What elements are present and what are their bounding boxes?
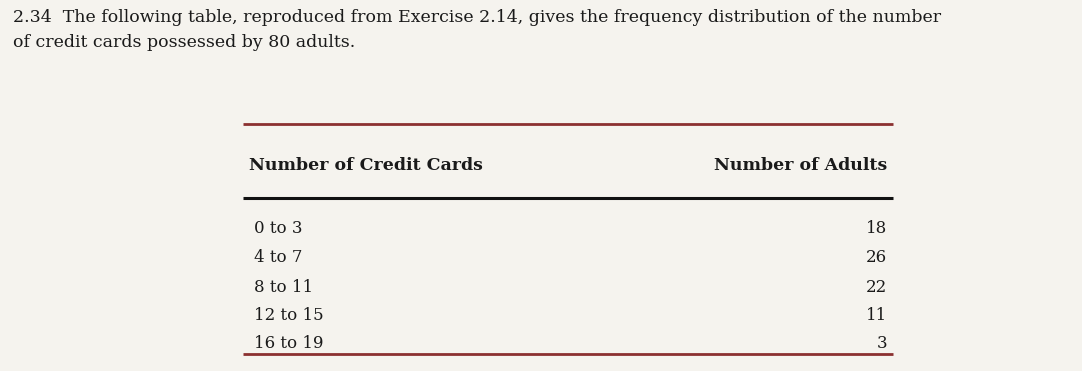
Text: 3: 3 — [876, 335, 887, 352]
Text: 12 to 15: 12 to 15 — [254, 307, 324, 324]
Text: 0 to 3: 0 to 3 — [254, 220, 303, 237]
Text: 26: 26 — [866, 249, 887, 266]
Text: 4 to 7: 4 to 7 — [254, 249, 303, 266]
Text: 2.34  The following table, reproduced from Exercise 2.14, gives the frequency di: 2.34 The following table, reproduced fro… — [13, 9, 941, 51]
Text: Number of Adults: Number of Adults — [714, 157, 887, 174]
Text: 8 to 11: 8 to 11 — [254, 279, 314, 296]
Text: 16 to 19: 16 to 19 — [254, 335, 324, 352]
Text: 11: 11 — [866, 307, 887, 324]
Text: 18: 18 — [866, 220, 887, 237]
Text: Number of Credit Cards: Number of Credit Cards — [249, 157, 483, 174]
Text: 22: 22 — [866, 279, 887, 296]
